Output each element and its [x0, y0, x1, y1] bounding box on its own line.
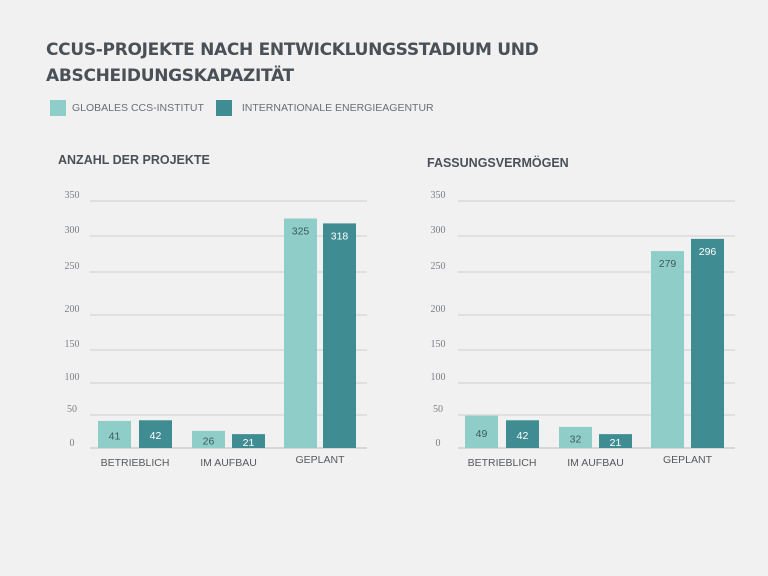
y-tick-label: 300 — [65, 225, 80, 236]
bar — [465, 415, 498, 448]
data-label: 318 — [331, 230, 349, 242]
data-label: 26 — [203, 435, 215, 447]
y-tick-label: 0 — [436, 438, 441, 449]
y-tick-label: 300 — [431, 225, 446, 236]
legend-swatch-iea — [215, 100, 232, 116]
bar — [98, 420, 131, 448]
data-label: 296 — [699, 246, 717, 258]
legend-item-gci: GLOBALES CCS-INSTITUT — [50, 100, 204, 116]
bar — [559, 426, 592, 448]
bar — [192, 430, 225, 448]
bar — [139, 420, 172, 448]
data-label: 32 — [570, 433, 582, 445]
data-label: 279 — [659, 258, 677, 270]
y-tick-label: 150 — [431, 339, 446, 350]
bar — [506, 420, 539, 448]
data-label: 41 — [109, 430, 121, 442]
y-tick-label: 50 — [67, 404, 77, 415]
y-tick-label: 0 — [70, 438, 75, 449]
legend-label-gci: GLOBALES CCS-INSTITUT — [72, 102, 204, 114]
bar — [323, 223, 356, 448]
data-label: 42 — [150, 430, 162, 442]
legend-item-iea: INTERNATIONALE ENERGIEAGENTUR — [215, 100, 434, 116]
y-tick-label: 100 — [431, 372, 446, 383]
data-label: 42 — [517, 430, 529, 442]
y-tick-label: 350 — [65, 190, 80, 201]
y-tick-label: 350 — [431, 190, 446, 201]
x-category-label: BETRIEBLICH — [468, 457, 537, 469]
y-tick-label: 200 — [431, 304, 446, 315]
bar — [284, 218, 317, 448]
y-tick-label: 250 — [431, 261, 446, 272]
x-category-label: BETRIEBLICH — [101, 457, 170, 469]
bar — [599, 434, 632, 448]
data-label: 49 — [476, 428, 488, 440]
bar — [232, 434, 265, 448]
y-tick-label: 50 — [433, 404, 443, 415]
chart-title-capacity: FASSUNGSVERMÖGEN — [427, 156, 569, 170]
page-title: CCUS-PROJEKTE NACH ENTWICKLUNGSSTADIUM U… — [46, 40, 539, 86]
chart-title-projects: ANZAHL DER PROJEKTE — [58, 153, 210, 167]
data-label: 325 — [292, 226, 310, 238]
x-category-label: IM AUFBAU — [567, 457, 624, 469]
y-tick-label: 250 — [65, 261, 80, 272]
y-tick-label: 150 — [65, 339, 80, 350]
legend-label-iea: INTERNATIONALE ENERGIEAGENTUR — [241, 102, 434, 114]
x-category-label: GEPLANT — [295, 454, 345, 466]
data-label: 21 — [243, 437, 255, 449]
legend-swatch-gci — [50, 100, 66, 116]
bar — [651, 251, 684, 448]
y-tick-label: 100 — [65, 372, 80, 383]
x-category-label: GEPLANT — [663, 454, 713, 466]
y-tick-label: 200 — [65, 304, 80, 315]
data-label: 21 — [610, 437, 622, 449]
bar — [691, 238, 724, 448]
x-category-label: IM AUFBAU — [200, 457, 257, 469]
legend: GLOBALES CCS-INSTITUT INTERNATIONALE ENE… — [50, 100, 446, 116]
